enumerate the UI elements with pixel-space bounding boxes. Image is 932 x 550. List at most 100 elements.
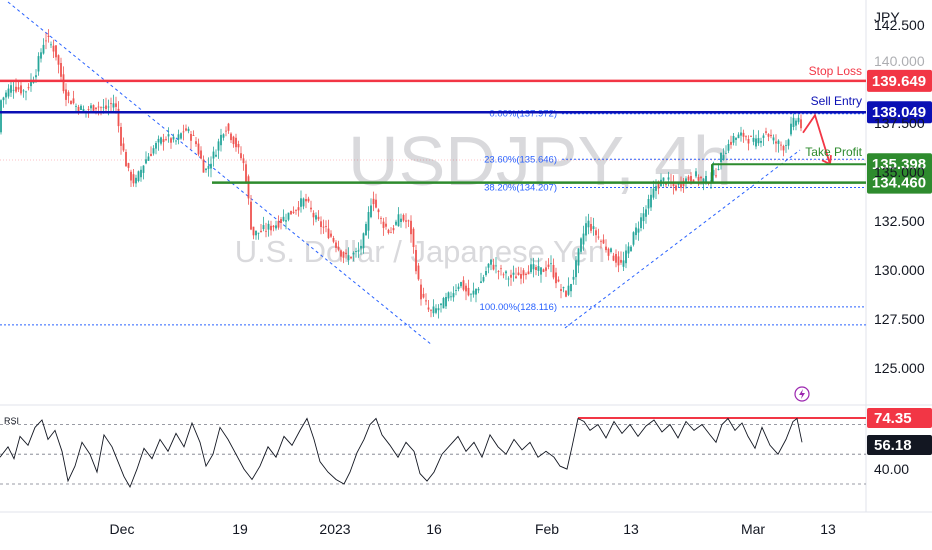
time-tick: 16	[426, 521, 442, 537]
candle-body	[585, 223, 587, 236]
candle-body	[142, 165, 145, 173]
candle-body	[590, 224, 592, 231]
candle-body	[440, 303, 442, 306]
candle-body	[777, 140, 780, 144]
candle-body	[432, 306, 435, 314]
candle-body	[295, 210, 297, 211]
candle-body	[592, 226, 595, 229]
candle-body	[655, 186, 657, 191]
candle-body	[210, 163, 212, 169]
lightning-icon[interactable]	[794, 386, 810, 402]
candle-body	[232, 136, 235, 145]
candle-body	[307, 198, 310, 202]
candle-body	[100, 107, 102, 109]
candle-body	[225, 130, 227, 132]
candle-body	[495, 265, 497, 267]
candle-body	[695, 171, 697, 177]
time-tick: 13	[623, 521, 639, 537]
candle-body	[180, 133, 182, 139]
candle-body	[17, 87, 20, 90]
price-badge	[867, 171, 932, 194]
candle-body	[652, 188, 655, 198]
rsi-label: RSI	[4, 416, 19, 426]
candle-body	[572, 276, 575, 280]
candle-body	[65, 89, 67, 100]
time-tick: 19	[232, 521, 248, 537]
candle-body	[202, 159, 205, 173]
candle-body	[555, 272, 557, 284]
candle-body	[595, 230, 597, 236]
candle-body	[247, 176, 250, 199]
candle-body	[242, 158, 245, 164]
candle-body	[260, 230, 262, 232]
candle-body	[335, 242, 337, 248]
candle-body	[722, 155, 725, 160]
time-tick: Feb	[535, 521, 559, 537]
candle-body	[587, 220, 590, 228]
candle-body	[327, 228, 330, 239]
candle-body	[265, 230, 267, 232]
candle-body	[102, 106, 105, 108]
candle-body	[145, 159, 147, 164]
candle-body	[635, 227, 637, 236]
price-tick: 132.500	[874, 213, 925, 229]
candle-body	[40, 52, 42, 59]
price-badge-label: 139.649	[872, 73, 926, 90]
candle-body	[15, 86, 17, 92]
candle-body	[87, 109, 90, 110]
price-tick: 137.500	[874, 115, 925, 131]
candle-body	[420, 284, 422, 300]
candle-body	[765, 131, 767, 133]
candle-body	[687, 176, 690, 181]
candle-body	[767, 134, 770, 137]
candle-body	[10, 85, 12, 93]
candle-body	[705, 176, 707, 184]
price-badge-label: 138.049	[872, 104, 926, 121]
candle-body	[510, 274, 512, 278]
candle-body	[70, 100, 72, 105]
candle-body	[412, 228, 415, 247]
candle-body	[130, 171, 132, 181]
candle-body	[80, 105, 82, 110]
candle-body	[562, 287, 565, 289]
candle-body	[530, 264, 532, 273]
candle-body	[475, 289, 477, 295]
rsi-tick: 40.00	[874, 461, 909, 477]
candle-body	[547, 264, 550, 267]
candle-body	[717, 169, 720, 170]
candle-body	[207, 165, 210, 169]
candle-body	[692, 179, 695, 182]
candle-body	[342, 251, 345, 258]
rsi-current-badge-label: 56.18	[874, 437, 912, 454]
candle-body	[277, 220, 280, 228]
candle-body	[642, 213, 645, 222]
candle-body	[55, 45, 57, 58]
candle-body	[457, 286, 460, 289]
candle-body	[492, 264, 495, 270]
price-tick: 130.000	[874, 262, 925, 278]
rsi-high-badge	[867, 408, 932, 428]
candle-body	[750, 136, 752, 137]
projection-arrow	[802, 113, 831, 165]
candle-body	[0, 100, 2, 133]
candle-body	[240, 153, 242, 159]
candle-body	[177, 134, 180, 140]
candle-body	[520, 274, 522, 279]
candle-body	[775, 141, 777, 144]
candle-body	[167, 134, 170, 137]
candle-body	[567, 285, 570, 295]
rsi-pane: 74.35 56.18 40.00	[0, 408, 932, 489]
watermark-name: U.S. Dollar / Japanese Yen	[235, 234, 606, 269]
candle-body	[112, 103, 115, 108]
candle-body	[737, 134, 740, 139]
candle-body	[745, 136, 747, 138]
candle-body	[742, 132, 745, 137]
fib-level-label: 0.00%(137.972)	[489, 109, 557, 120]
candle-body	[322, 226, 325, 228]
candle-body	[465, 285, 467, 292]
candle-body	[667, 177, 670, 180]
currency-label: JPY	[874, 9, 900, 25]
candle-body	[505, 271, 507, 274]
candle-body	[725, 153, 727, 155]
